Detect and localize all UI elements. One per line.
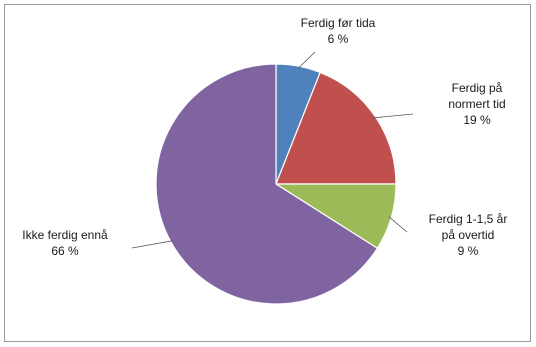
slice-label-3-line-2: på overtid <box>442 228 495 242</box>
slice-label-1-line-2: 6 % <box>328 32 349 46</box>
slice-label-1-line-1: Ferdig før tida <box>301 16 376 30</box>
slice-label-4-line-2: 66 % <box>51 244 79 258</box>
slice-label-3: Ferdig 1-1,5 år på overtid 9 % <box>429 212 508 258</box>
slice-label-2-line-2: normert tid <box>448 97 505 111</box>
slice-label-4: Ikke ferdig ennå 66 % <box>22 228 108 258</box>
slice-labels: Ferdig før tida 6 % Ferdig på normert tid 19… <box>22 16 507 258</box>
slice-label-3-line-1: Ferdig 1-1,5 år <box>429 212 508 226</box>
leader-line-3 <box>388 216 408 233</box>
slice-label-2-line-3: 19 % <box>463 113 491 127</box>
pie-slice-2 <box>275 71 397 185</box>
pie-slice-4 <box>155 63 379 305</box>
slice-label-2-line-1: Ferdig på <box>452 81 503 95</box>
pie-slices <box>155 63 397 305</box>
leader-line-4 <box>131 240 173 249</box>
leader-line-1 <box>297 51 316 69</box>
slice-label-1: Ferdig før tida 6 % <box>301 16 376 46</box>
leader-lines <box>131 51 414 249</box>
slice-label-3-line-3: 9 % <box>458 244 479 258</box>
slice-label-2: Ferdig på normert tid 19 % <box>448 81 505 127</box>
leader-line-2 <box>373 113 414 119</box>
slice-label-4-line-1: Ikke ferdig ennå <box>22 228 108 242</box>
